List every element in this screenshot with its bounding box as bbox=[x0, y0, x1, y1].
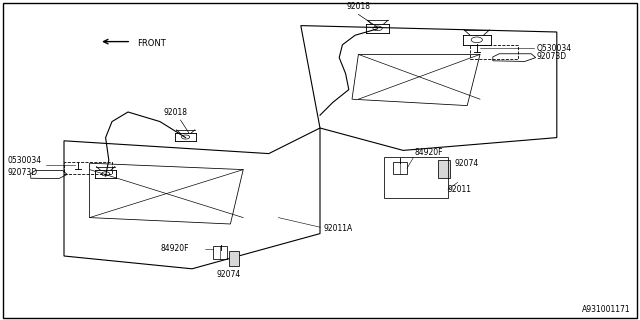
Text: 84920F: 84920F bbox=[160, 244, 189, 253]
Text: Q530034: Q530034 bbox=[536, 44, 572, 53]
Text: 92018: 92018 bbox=[346, 2, 371, 11]
Text: 84920F: 84920F bbox=[415, 148, 444, 157]
Text: 92018: 92018 bbox=[164, 108, 188, 117]
Text: FRONT: FRONT bbox=[138, 39, 166, 48]
Text: 92011A: 92011A bbox=[323, 224, 353, 233]
Text: 92011: 92011 bbox=[448, 185, 472, 194]
FancyBboxPatch shape bbox=[229, 251, 239, 266]
Text: 92074: 92074 bbox=[216, 270, 241, 279]
Text: A931001171: A931001171 bbox=[582, 305, 630, 314]
Text: 92073D: 92073D bbox=[536, 52, 566, 61]
FancyBboxPatch shape bbox=[438, 160, 450, 178]
Text: 92074: 92074 bbox=[454, 159, 479, 168]
Text: 0530034: 0530034 bbox=[8, 156, 42, 165]
Text: 92073D: 92073D bbox=[8, 168, 38, 177]
